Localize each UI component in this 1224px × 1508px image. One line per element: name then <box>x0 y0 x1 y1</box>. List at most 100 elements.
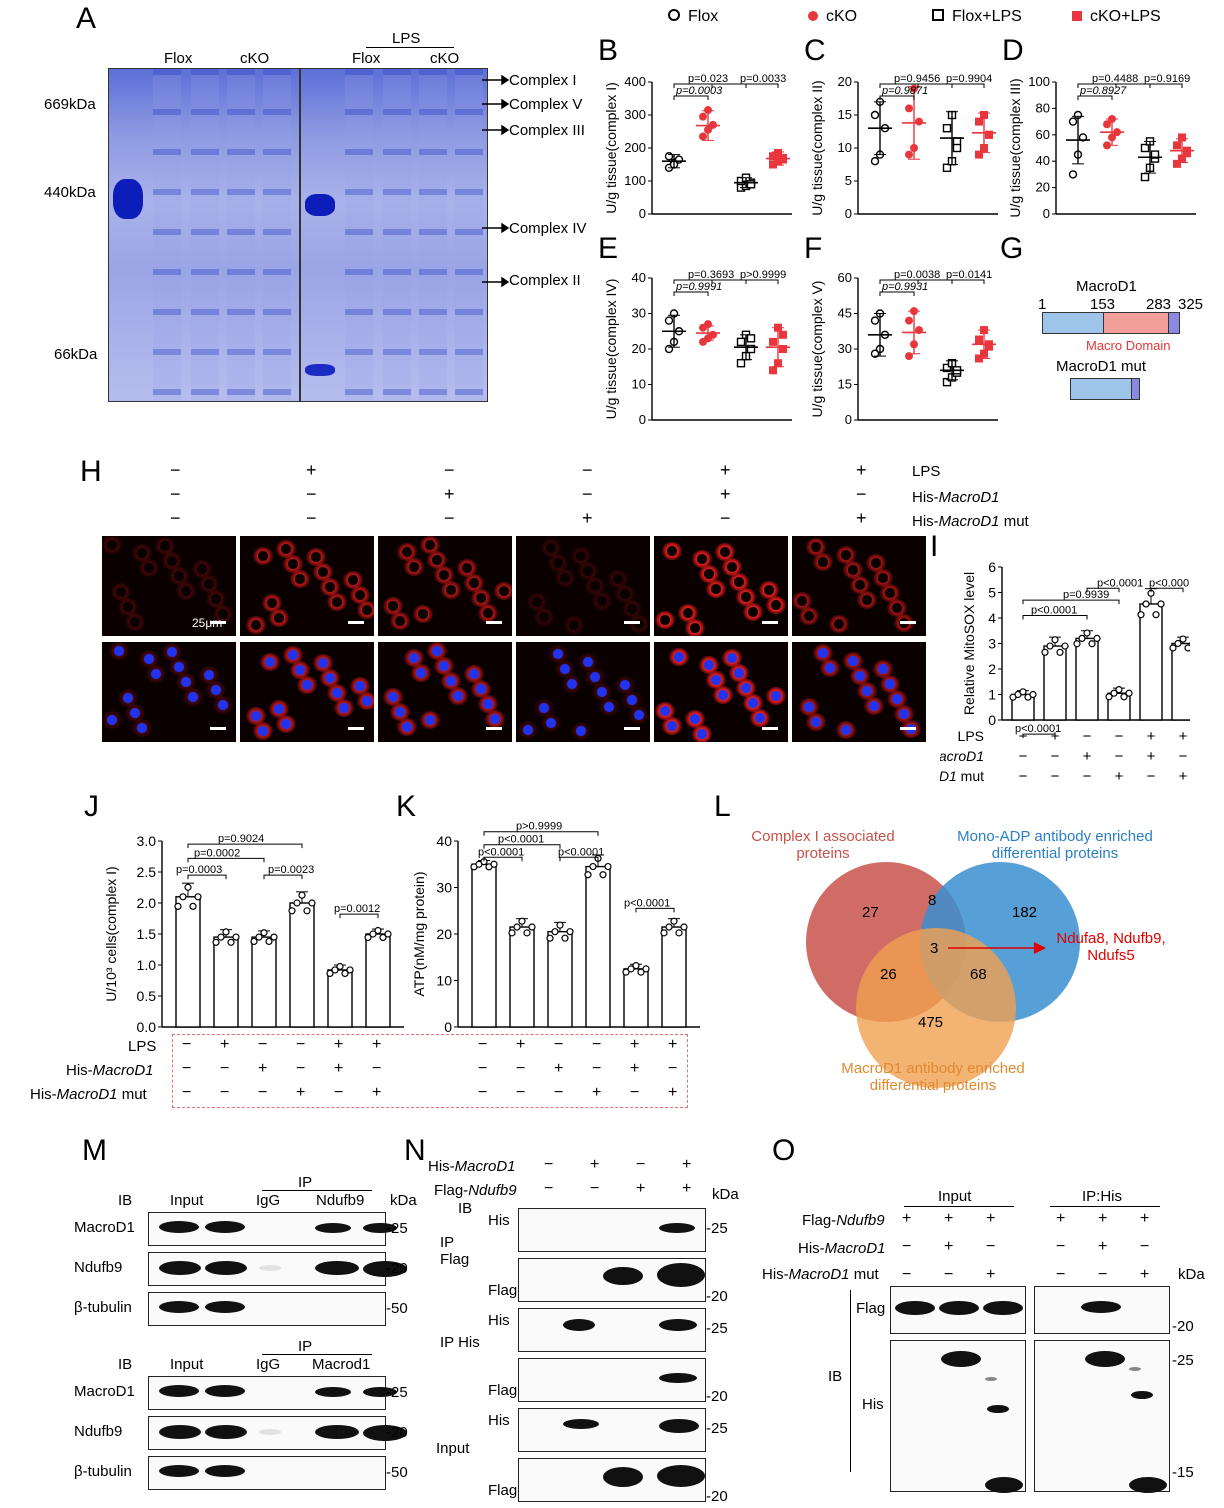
data-point <box>298 891 306 899</box>
condition-sign: + <box>1098 1210 1108 1227</box>
n-blot-row <box>518 1458 706 1502</box>
chart-complex-i-cells: 0.0 0.5 1.0 1.5 2.0 2.5 3.0 U/10³ cells(complex… <box>104 833 404 1035</box>
data-point <box>870 316 880 325</box>
m-size-label: -20 <box>386 1260 408 1277</box>
bracket <box>1022 614 1088 620</box>
panel-letter-o: O <box>772 1134 796 1167</box>
gel-label-cko2: cKO <box>430 50 460 67</box>
data-point <box>1183 149 1191 158</box>
m-macrod1-ip-label: Macrod1 <box>312 1356 371 1373</box>
condition-sign: − <box>478 1036 488 1053</box>
legend-cko: cKO <box>808 8 932 26</box>
condition-sign: − <box>1019 748 1028 765</box>
p-value: p=0.023 <box>688 73 728 85</box>
data-point <box>336 962 344 971</box>
jk-condition-signs: − − + + − − − − + + + + − − − − + + − − + + − − − − − − − − + + − − + + <box>172 1034 692 1106</box>
data-point <box>769 366 777 375</box>
condition-sign: + <box>592 1084 602 1101</box>
p-value: p=0.9904 <box>946 73 992 85</box>
y-tick-label: 15 <box>838 377 852 392</box>
n-size-label: -25 <box>706 1220 728 1237</box>
n-ip-flag-label: IP Flag <box>440 1234 470 1268</box>
marker-66: 66kDa <box>54 346 98 363</box>
condition-sign: + <box>720 484 731 504</box>
m-blot-row <box>148 1252 407 1286</box>
y-tick-label: 0.5 <box>137 988 157 1004</box>
condition-sign: + <box>444 484 455 504</box>
n-row-his: His-MacroD1 <box>428 1158 516 1175</box>
condition-sign: + <box>902 1210 912 1227</box>
condition-sign: − <box>182 1036 192 1053</box>
condition-sign: − <box>306 508 317 528</box>
n-kda-label: kDa <box>712 1186 739 1203</box>
data-point <box>942 124 952 133</box>
condition-sign: − <box>334 1084 344 1101</box>
legend-flox-lps: Flox+LPS <box>932 8 1072 26</box>
bracket <box>1077 83 1151 88</box>
p-value: p=0.0141 <box>946 269 992 281</box>
condition-sign: + <box>334 1060 344 1077</box>
label-complex-iii: Complex III <box>509 122 585 139</box>
micrograph-tile <box>102 536 236 636</box>
condition-sign: + <box>220 1036 230 1053</box>
m-blot-row <box>148 1376 397 1410</box>
micrograph-tile <box>102 642 236 742</box>
y-axis-title: U/g tissue(complex II) <box>809 80 825 215</box>
data-point <box>508 929 516 937</box>
data-point <box>769 337 777 346</box>
bar <box>471 863 497 1028</box>
condition-sign: − <box>1140 1238 1150 1255</box>
y-tick-label: 0 <box>444 1019 452 1035</box>
y-tick-label: 10 <box>436 973 452 989</box>
bar <box>289 902 315 1028</box>
bracket <box>711 279 779 284</box>
data-point <box>227 938 235 946</box>
data-point <box>288 907 296 915</box>
data-point <box>1041 648 1049 656</box>
data-point <box>746 334 756 343</box>
label-complex-ii: Complex II <box>509 272 581 289</box>
y-tick-label: 2.5 <box>137 864 157 880</box>
condition-sign: − <box>170 508 181 528</box>
data-point <box>1120 693 1128 701</box>
condition-sign: + <box>986 1210 996 1227</box>
y-tick-label: 80 <box>1036 100 1050 115</box>
y-tick-label: 5 <box>988 585 996 601</box>
h-condition-signs: − + − − + + − − + − + − − − − + − + <box>100 460 1060 534</box>
data-point <box>660 929 668 937</box>
data-point <box>699 132 707 141</box>
condition-sign: − <box>630 1084 640 1101</box>
y-tick-label: 5 <box>845 173 852 188</box>
condition-sign: + <box>636 1180 646 1197</box>
panel-letter-g: G <box>1000 232 1024 265</box>
venn-ab: 8 <box>928 892 937 909</box>
data-point <box>1103 120 1111 129</box>
bar <box>1043 645 1067 721</box>
data-point <box>665 923 673 931</box>
m-blot-row <box>148 1292 386 1326</box>
data-point <box>326 969 334 978</box>
data-point <box>1019 688 1027 696</box>
data-point <box>952 143 962 153</box>
panel-letter-m: M <box>82 1134 107 1167</box>
p-value: p=0.0033 <box>740 73 786 85</box>
bar <box>661 926 687 1028</box>
data-point <box>1157 600 1165 608</box>
data-point <box>870 110 880 120</box>
g-num-153: 153 <box>1090 296 1116 313</box>
data-point <box>1088 640 1096 648</box>
condition-sign: + <box>630 1060 640 1077</box>
data-point <box>1029 690 1037 699</box>
data-point <box>675 929 683 937</box>
g-num-283: 283 <box>1146 296 1172 313</box>
n-size-label: -20 <box>706 1288 728 1305</box>
venn-hits: Ndufa8, Ndufb9, Ndufs5 <box>1056 930 1166 964</box>
m-size-label: -25 <box>386 1384 408 1401</box>
gel-label-flox2: Flox <box>352 50 381 67</box>
o-blots: -20 -25 -15 <box>890 1286 1210 1493</box>
condition-sign: − <box>1147 768 1156 785</box>
bracket <box>917 83 985 88</box>
label-complex-iv: Complex IV <box>509 220 587 237</box>
bar <box>213 936 239 1028</box>
